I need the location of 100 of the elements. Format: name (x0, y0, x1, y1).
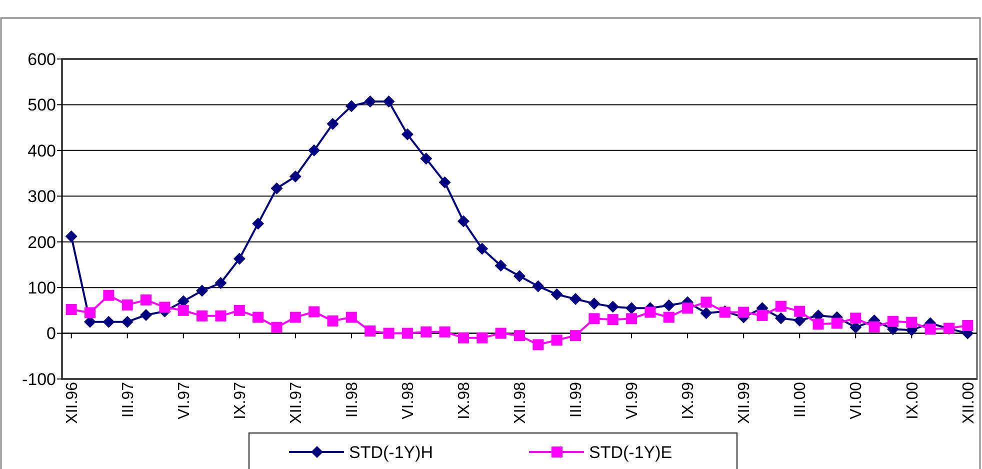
point (495, 328, 506, 339)
x-tick-label: IX.97 (232, 382, 249, 420)
legend-label: STD(-1Y)E (589, 442, 672, 462)
point (439, 326, 450, 338)
point (271, 322, 282, 333)
x-tick-label: III.00 (792, 382, 810, 418)
point (626, 302, 638, 314)
y-tick-label: -100 (22, 370, 56, 389)
x-tick-label: III.98 (344, 382, 362, 418)
y-tick-label: 200 (28, 232, 56, 252)
point (850, 312, 862, 324)
point (476, 332, 488, 344)
point (607, 314, 618, 326)
point (457, 215, 470, 228)
point (289, 170, 302, 182)
point (626, 313, 638, 324)
point (420, 326, 432, 338)
point (420, 152, 432, 165)
point (514, 270, 526, 282)
point (588, 298, 600, 310)
x-tick-label: XII.00 (960, 382, 978, 424)
point (84, 307, 96, 318)
point (570, 293, 582, 305)
point (252, 218, 264, 230)
x-tick-label: VI.00 (848, 382, 866, 420)
point (532, 339, 544, 350)
point (924, 324, 936, 335)
point (606, 300, 619, 313)
point (327, 315, 338, 326)
point (233, 252, 246, 265)
point (140, 294, 152, 306)
x-tick-label: IX.99 (680, 382, 698, 420)
y-tick-label: 100 (28, 278, 56, 298)
point (364, 326, 376, 336)
point (345, 100, 358, 112)
point (588, 313, 600, 324)
point (308, 144, 320, 156)
point (364, 96, 376, 108)
point (756, 310, 768, 321)
point (383, 328, 394, 339)
point (682, 302, 694, 314)
point (438, 176, 451, 188)
x-tick-label: XII.98 (512, 382, 530, 424)
point (644, 306, 656, 318)
point (962, 320, 974, 332)
point (270, 182, 283, 194)
point (196, 284, 208, 297)
point (738, 306, 750, 318)
x-tick-label: III.97 (120, 382, 137, 418)
legend-label: STD(-1Y)H (349, 442, 434, 462)
point (140, 309, 152, 321)
x-tick-label: IX.00 (904, 382, 922, 420)
point (532, 280, 544, 292)
point (887, 316, 898, 327)
point (514, 330, 525, 342)
point (550, 288, 563, 300)
point (700, 307, 712, 320)
point (401, 128, 414, 140)
y-tick-label: 600 (28, 50, 56, 69)
y-tick-label: 0 (46, 324, 56, 344)
x-tick-label: VI.99 (624, 382, 642, 420)
x-tick-label: XII.97 (288, 382, 306, 424)
point (551, 334, 562, 346)
x-tick-label: XII.96 (64, 382, 81, 424)
point (196, 310, 208, 322)
point (346, 312, 357, 323)
point (103, 290, 114, 301)
point (66, 304, 77, 316)
point (65, 230, 78, 242)
point (102, 316, 115, 328)
x-tick-label: III.99 (568, 382, 586, 418)
point (326, 118, 339, 130)
y-tick-label: 500 (28, 96, 56, 115)
point (214, 277, 227, 289)
point (159, 302, 170, 313)
point (794, 306, 806, 317)
x-tick-label: VI.97 (176, 382, 193, 420)
point (382, 96, 395, 108)
point (122, 299, 133, 310)
point (663, 312, 674, 323)
point (252, 312, 264, 323)
point (476, 242, 488, 255)
y-tick-label: 400 (28, 141, 56, 160)
point (215, 310, 226, 322)
point (458, 332, 469, 344)
x-tick-label: IX.98 (456, 382, 474, 420)
point (868, 321, 880, 332)
y-tick-label: 300 (28, 187, 56, 206)
point (570, 330, 582, 342)
point (774, 312, 787, 324)
x-tick-label: XII.99 (736, 382, 754, 424)
point (402, 328, 413, 339)
point (700, 296, 712, 308)
point (308, 306, 320, 318)
point (234, 304, 245, 316)
point (775, 300, 786, 312)
point (290, 312, 301, 323)
point (494, 260, 507, 272)
point (812, 318, 824, 330)
point (121, 316, 134, 328)
